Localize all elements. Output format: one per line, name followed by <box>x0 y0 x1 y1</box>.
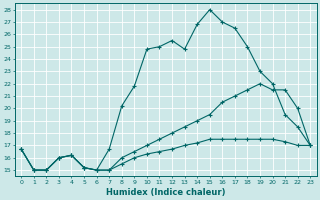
X-axis label: Humidex (Indice chaleur): Humidex (Indice chaleur) <box>106 188 226 197</box>
